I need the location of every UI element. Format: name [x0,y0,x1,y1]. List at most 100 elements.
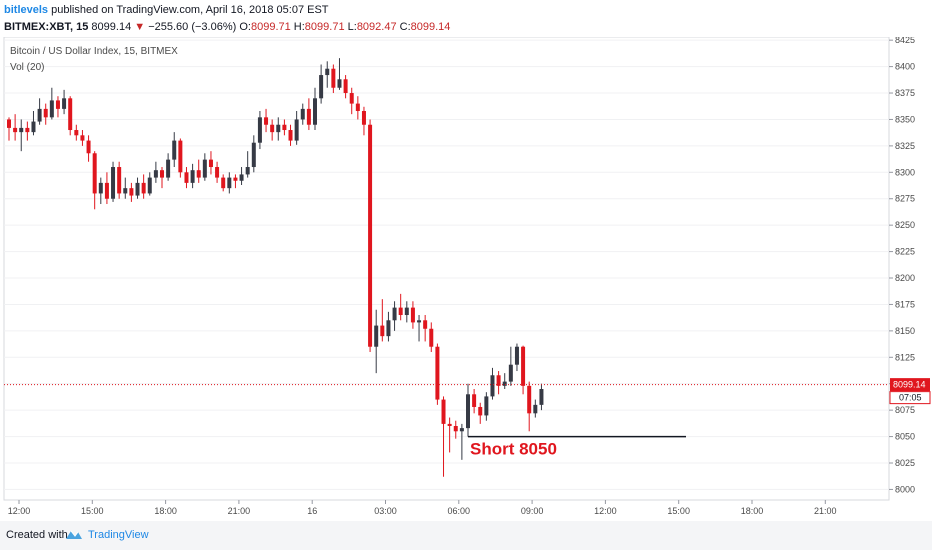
candle[interactable] [417,315,422,342]
candle[interactable] [514,343,519,372]
candle[interactable] [466,383,470,437]
candle[interactable] [233,174,238,189]
candle[interactable] [484,392,489,421]
candle[interactable] [68,96,73,136]
plot-area[interactable] [3,37,890,501]
candle[interactable] [276,117,281,141]
candle[interactable] [123,177,128,199]
candle[interactable] [288,124,293,146]
candle[interactable] [166,153,171,181]
candle[interactable] [172,132,177,168]
candle[interactable] [251,135,256,173]
candle-body [141,182,146,194]
candle[interactable] [184,167,189,189]
candle[interactable] [349,87,354,115]
candle[interactable] [196,159,201,183]
candle[interactable] [92,151,97,210]
candle[interactable] [178,138,183,178]
candle[interactable] [160,167,164,189]
candle[interactable] [459,423,464,460]
footer-bar: Created with TradingView [0,521,932,550]
candle[interactable] [221,174,226,192]
candle[interactable] [19,119,24,152]
candle[interactable] [270,119,275,141]
candle[interactable] [37,98,42,125]
candle[interactable] [313,87,317,131]
candle[interactable] [190,163,195,189]
candle[interactable] [13,114,18,141]
candle[interactable] [386,311,391,342]
candle[interactable] [337,58,342,90]
candle[interactable] [49,87,54,120]
candle[interactable] [202,153,207,181]
candle[interactable] [300,103,305,125]
x-tick-label: 15:00 [667,506,690,516]
candle-body [521,346,526,386]
candle[interactable] [521,345,526,395]
candle[interactable] [429,322,434,353]
short-annotation[interactable]: Short 8050 [470,440,557,459]
candle[interactable] [135,177,140,199]
candle[interactable] [361,106,366,136]
candle[interactable] [294,110,299,145]
candle[interactable] [533,399,538,418]
candle[interactable] [435,343,440,405]
candle[interactable] [441,396,446,477]
candle[interactable] [527,381,532,432]
candle[interactable] [104,172,109,205]
candle[interactable] [496,371,501,395]
candle[interactable] [117,161,122,199]
author-link[interactable]: bitlevels [4,4,49,16]
candle[interactable] [257,110,262,150]
candle[interactable] [147,172,152,196]
candle[interactable] [208,151,213,175]
candle[interactable] [319,64,324,104]
candle[interactable] [539,383,544,411]
candle[interactable] [7,117,11,141]
candle[interactable] [404,301,409,323]
candle[interactable] [423,315,428,342]
candle[interactable] [508,346,513,386]
candle[interactable] [355,96,360,120]
price-chart[interactable]: 8000802580508075810081258150817582008225… [0,37,932,521]
candle[interactable] [472,389,477,414]
candle[interactable] [25,121,30,141]
candle[interactable] [368,119,373,353]
candle[interactable] [62,89,67,115]
candle[interactable] [331,64,336,94]
candle[interactable] [453,420,458,439]
candle[interactable] [343,75,348,99]
tradingview-link[interactable]: TradingView [88,529,149,541]
candle[interactable] [153,161,158,183]
candle[interactable] [98,177,103,205]
candle[interactable] [282,119,287,136]
candle[interactable] [80,130,85,146]
candle[interactable] [392,301,397,331]
candle[interactable] [478,402,483,424]
candle[interactable] [111,161,116,202]
candle[interactable] [215,161,220,183]
candle[interactable] [31,110,36,136]
candle-body [184,172,189,183]
candle[interactable] [86,135,91,162]
candle[interactable] [306,98,311,131]
candle[interactable] [55,96,60,118]
candle[interactable] [410,301,415,329]
candle[interactable] [227,172,232,194]
candle[interactable] [245,151,250,178]
candle[interactable] [74,124,79,141]
candle[interactable] [490,367,495,400]
candle[interactable] [380,299,385,342]
candle[interactable] [264,108,269,133]
candle[interactable] [447,417,452,453]
candle[interactable] [43,103,48,125]
candle[interactable] [129,182,134,202]
candle[interactable] [502,373,507,390]
candle[interactable] [239,167,244,185]
candle[interactable] [325,61,330,88]
candle[interactable] [141,174,146,199]
candle[interactable] [374,309,379,374]
volume-legend[interactable]: Vol (20) [10,62,45,73]
candle[interactable] [398,293,403,321]
candle-body [288,130,293,141]
